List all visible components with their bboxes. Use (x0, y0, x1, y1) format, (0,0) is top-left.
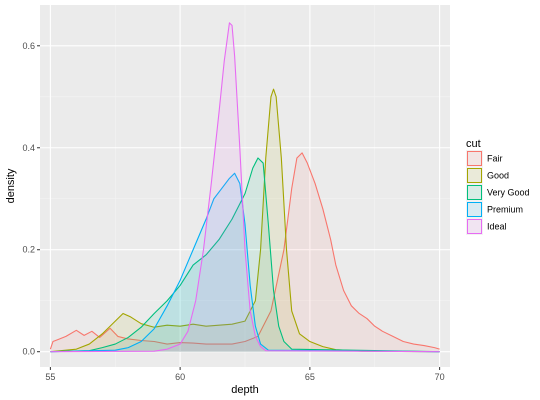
legend-key-background (466, 150, 483, 167)
y-tick-label: 0.2 (22, 245, 35, 255)
x-tick-label: 65 (305, 372, 315, 382)
legend-key (467, 202, 482, 217)
x-axis-title: depth (231, 384, 259, 396)
density-line-fair (49, 152, 440, 350)
x-tick-label: 55 (45, 372, 55, 382)
x-tick-label: 70 (435, 372, 445, 382)
y-tick-label: 0.6 (22, 41, 35, 51)
legend-key-background (466, 167, 483, 184)
legend-key-background (466, 201, 483, 218)
legend-label: Ideal (487, 222, 507, 232)
x-tick-label: 60 (175, 372, 185, 382)
legend-label: Very Good (487, 188, 530, 198)
density-series (49, 22, 440, 353)
legend-key (467, 219, 482, 234)
density-fill-ideal (50, 22, 440, 352)
density-fill-premium (50, 173, 440, 352)
y-tick-label: 0.4 (22, 143, 35, 153)
y-axis-title: density (5, 168, 17, 203)
legend-label: Fair (487, 154, 503, 164)
legend-key (467, 151, 482, 166)
legend-label: Premium (487, 205, 523, 215)
y-tick-label: 0.0 (22, 347, 35, 357)
legend-key-background (466, 218, 483, 235)
density-fill-fair (50, 152, 440, 352)
x-axis-ticks: 55 60 65 70 (45, 367, 445, 382)
legend-key (467, 185, 482, 200)
density-line-good (50, 88, 440, 353)
y-axis-ticks: 0.0 0.2 0.4 0.6 (22, 41, 40, 357)
density-line-premium (50, 172, 440, 353)
minor-gridlines (40, 5, 450, 367)
legend-title: cut (466, 138, 481, 150)
legend: Fair Good Very Good Premium Ideal (466, 150, 530, 235)
legend-label: Good (487, 171, 509, 181)
legend-key-background (466, 184, 483, 201)
density-line-very-good (50, 157, 440, 353)
density-line-ideal (50, 22, 440, 353)
legend-key (467, 168, 482, 183)
